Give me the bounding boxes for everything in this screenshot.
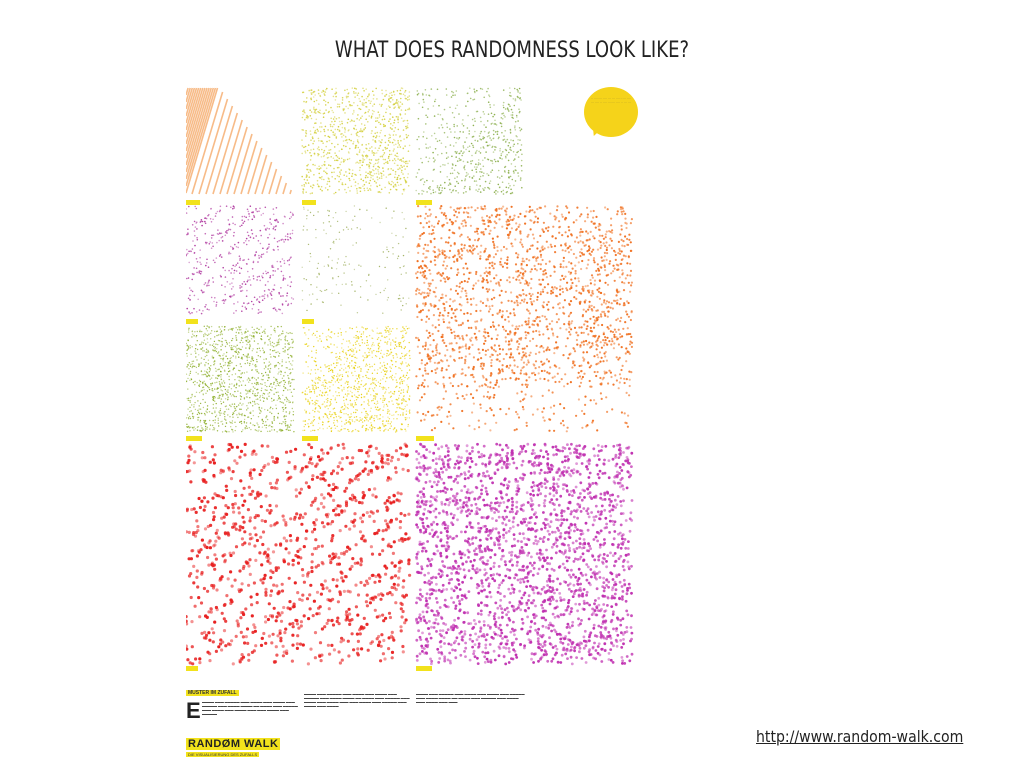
poster-drop-cap: E xyxy=(186,698,201,723)
source-url-link[interactable]: http://www.random-walk.com xyxy=(756,727,964,746)
slide-title: WHAT DOES RANDOMNESS LOOK LIKE? xyxy=(334,38,690,63)
dot-pattern-panel xyxy=(186,205,295,315)
dot-pattern-panel xyxy=(186,442,412,666)
dot-pattern-panel xyxy=(414,205,634,433)
panel-caption-tag xyxy=(186,666,198,671)
poster-title: RANDØM WALK xyxy=(186,738,281,750)
panel-caption-tag xyxy=(302,319,314,324)
panel-caption-tag xyxy=(416,666,432,671)
poster-image: ·· ···· ···· ···· ··· ··· ···· ·· ··· ··… xyxy=(186,86,640,762)
panel-caption-tag xyxy=(302,200,316,205)
dot-pattern-panel xyxy=(186,325,295,433)
dot-pattern-panel xyxy=(301,325,411,433)
poster-body-column-2: ▬▬▬▬ ▬▬▬ ▬▬▬▬▬ ▬▬▬ ▬▬▬▬ ▬▬▬ ▬▬▬▬ ▬▬▬ ▬▬▬… xyxy=(304,692,410,708)
panel-caption-tag xyxy=(302,436,318,441)
speech-bubble xyxy=(584,87,638,137)
panel-caption-tag xyxy=(186,200,200,205)
dot-pattern-panel xyxy=(301,205,410,314)
dot-pattern-panel xyxy=(414,442,634,666)
speech-bubble-text: ·· ···· ···· ···· ··· ··· ···· ·· ··· ··… xyxy=(590,96,632,104)
panel-caption-tag xyxy=(186,319,198,324)
poster-section-label: MUSTER IM ZUFALL xyxy=(186,690,239,696)
random-pattern-panels xyxy=(186,87,634,666)
panel-caption-tag xyxy=(416,436,434,441)
poster-subtitle: DIE VISUALISIERUNG DES ZUFALLS xyxy=(186,752,260,757)
dot-pattern-panel xyxy=(186,87,292,195)
dot-pattern-panel xyxy=(415,87,523,195)
panel-caption-tag xyxy=(416,200,432,205)
poster-body-column-3: ▬▬▬▬ ▬▬▬ ▬▬▬▬▬ ▬▬▬ ▬▬▬▬ ▬▬▬ ▬▬▬▬ ▬▬▬ ▬▬▬… xyxy=(416,692,525,704)
panel-caption-tag xyxy=(186,436,202,441)
dot-pattern-panel xyxy=(301,87,411,195)
poster-body-column-1: ▬▬▬▬ ▬▬▬ ▬▬▬▬▬ ▬▬▬ ▬▬▬▬ ▬▬▬ ▬▬▬▬ ▬▬▬ ▬▬▬… xyxy=(202,700,298,716)
